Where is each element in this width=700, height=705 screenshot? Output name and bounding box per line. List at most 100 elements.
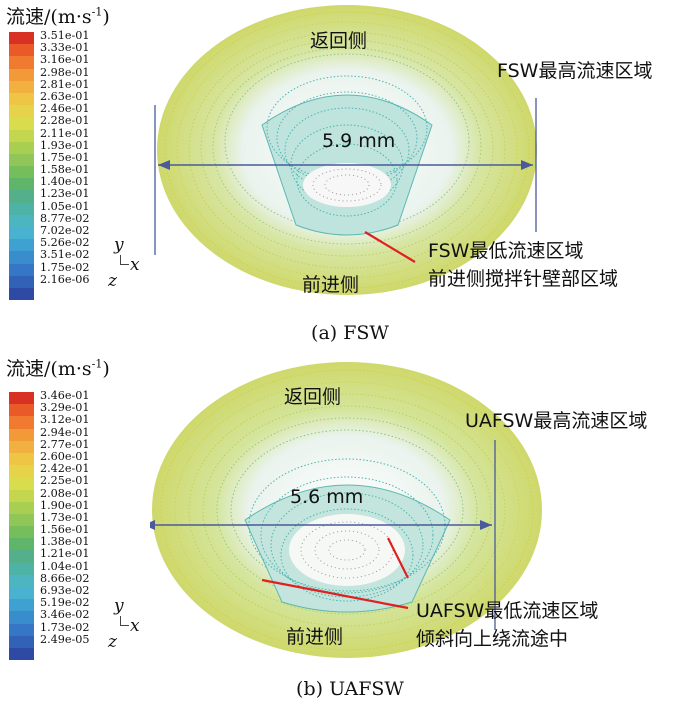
colorbar-swatch (9, 526, 34, 539)
streamline-plot-fsw (154, 5, 537, 295)
streamline-plot-uafsw (150, 362, 542, 658)
colorbar-tick-label: 1.40e-01 (40, 175, 90, 189)
colorbar-ticks: 3.51e-01 3.33e-01 3.16e-01 2.98e-01 2.81e-01… (40, 29, 90, 286)
colorbar-swatch (9, 416, 34, 429)
colorbar-swatch (9, 587, 34, 600)
colorbar-swatch (9, 538, 34, 551)
label-min-velocity-location: 倾斜向上绕流途中 (416, 628, 569, 650)
colorbar-swatch (9, 599, 34, 612)
colorbar-tick-label: 2.60e-01 (40, 449, 90, 463)
colorbar-tick-label: 1.73e-01 (40, 510, 90, 524)
axis-z-label: z (108, 632, 117, 652)
colorbar-swatch (9, 68, 34, 81)
colorbar-swatch (9, 166, 34, 179)
colorbar-tick-label: 3.51e-01 (40, 29, 90, 42)
colorbar-swatch (9, 141, 34, 154)
colorbar-swatch (9, 635, 34, 648)
min-velocity-pointer (364, 231, 416, 263)
colorbar-tick-label: 1.56e-01 (40, 523, 90, 537)
colorbar-tick-label: 1.58e-01 (40, 163, 90, 177)
label-min-velocity: UAFSW最低流速区域 (416, 600, 599, 622)
colorbar-swatch (9, 105, 34, 118)
legend-title: 流速/(m·s-1) (6, 5, 110, 28)
colorbar-tick-label: 2.11e-01 (40, 126, 90, 140)
colorbar-tick-label: 6.93e-02 (40, 584, 90, 597)
label-max-velocity: FSW最高流速区域 (497, 60, 653, 82)
colorbar-tick-label: 1.73e-02 (40, 620, 90, 634)
colorbar-tick-label: 1.75e-02 (40, 260, 90, 274)
colorbar-swatch (9, 647, 34, 661)
colorbar-tick-label: 2.77e-01 (40, 437, 90, 451)
colorbar-tick-label: 3.12e-01 (40, 413, 90, 427)
panel-fsw: 流速/(m·s-1) 3.51e-01 3.33e-01 3.16e-01 2.98e… (0, 0, 700, 352)
colorbar-tick-label: 1.21e-01 (40, 547, 90, 561)
label-retreating-side: 返回侧 (284, 386, 342, 408)
colorbar-swatch (9, 440, 34, 453)
label-min-velocity-location: 前进侧搅拌针壁部区域 (428, 268, 619, 290)
colorbar (9, 32, 34, 301)
colorbar-tick-label: 2.81e-01 (40, 77, 90, 91)
colorbar-swatch (9, 80, 34, 93)
colorbar-tick-label: 3.33e-01 (40, 41, 90, 55)
colorbar-swatch (9, 92, 34, 106)
colorbar-swatch (9, 465, 34, 478)
axis-y-label: y (114, 596, 124, 616)
colorbar-swatch (9, 489, 34, 502)
colorbar-swatch (9, 263, 34, 276)
axis-y-label: y (114, 235, 124, 255)
colorbar-tick-label: 2.16e-06 (40, 272, 90, 286)
dimension-label: 5.9 mm (322, 130, 396, 152)
dimension-label: 5.6 mm (290, 486, 364, 508)
colorbar-swatch (9, 574, 34, 587)
colorbar-swatch (9, 214, 34, 227)
colorbar-swatch (9, 117, 34, 130)
colorbar-tick-label: 5.19e-02 (40, 596, 90, 610)
colorbar-tick-label: 1.04e-01 (40, 559, 90, 573)
colorbar-swatch (9, 275, 34, 288)
colorbar-tick-label: 1.23e-01 (40, 187, 90, 201)
colorbar-tick-label: 2.94e-01 (40, 425, 90, 439)
colorbar-tick-label: 7.02e-02 (40, 224, 90, 237)
axis-z-label: z (108, 271, 117, 291)
axis-x-label: x (130, 616, 140, 636)
colorbar-tick-label: 1.93e-01 (40, 138, 90, 152)
colorbar-tick-label: 2.42e-01 (40, 462, 90, 476)
colorbar-tick-label: 8.66e-02 (40, 571, 90, 585)
colorbar-swatch (9, 153, 34, 167)
colorbar-swatch (9, 392, 34, 405)
colorbar-swatch (9, 129, 34, 142)
colorbar-swatch (9, 404, 34, 417)
colorbar-tick-label: 8.77e-02 (40, 211, 90, 225)
caption-b: (b) UAFSW (296, 678, 404, 700)
colorbar-swatch (9, 227, 34, 240)
colorbar-swatch (9, 477, 34, 490)
colorbar-tick-label: 3.16e-01 (40, 53, 90, 67)
colorbar-tick-label: 3.46e-01 (40, 389, 90, 402)
colorbar-ticks: 3.46e-01 3.29e-01 3.12e-01 2.94e-01 2.77e-01… (40, 389, 90, 646)
colorbar-swatch (9, 501, 34, 514)
colorbar-tick-label: 2.63e-01 (40, 89, 90, 103)
colorbar-tick-label: 3.46e-02 (40, 608, 90, 622)
min-velocity-pointer (387, 537, 409, 579)
colorbar-tick-label: 3.51e-02 (40, 248, 90, 262)
colorbar-swatch (9, 202, 34, 215)
colorbar-swatch (9, 513, 34, 527)
legend-title: 流速/(m·s-1) (6, 357, 110, 380)
colorbar-swatch (9, 623, 34, 636)
colorbar-swatch (9, 287, 34, 301)
colorbar-swatch (9, 251, 34, 264)
colorbar-swatch (9, 452, 34, 466)
axis-triad: y x z (108, 596, 148, 652)
colorbar-tick-label: 1.38e-01 (40, 535, 90, 549)
colorbar-swatch (9, 611, 34, 624)
colorbar-tick-label: 2.25e-01 (40, 474, 90, 488)
colorbar-swatch (9, 44, 34, 57)
label-advancing-side: 前进侧 (286, 626, 344, 648)
colorbar-swatch (9, 562, 34, 575)
colorbar-swatch (9, 178, 34, 191)
colorbar-swatch (9, 428, 34, 441)
colorbar-swatch (9, 190, 34, 203)
colorbar-tick-label: 1.75e-01 (40, 150, 90, 164)
colorbar (9, 392, 34, 661)
colorbar-tick-label: 2.46e-01 (40, 102, 90, 116)
